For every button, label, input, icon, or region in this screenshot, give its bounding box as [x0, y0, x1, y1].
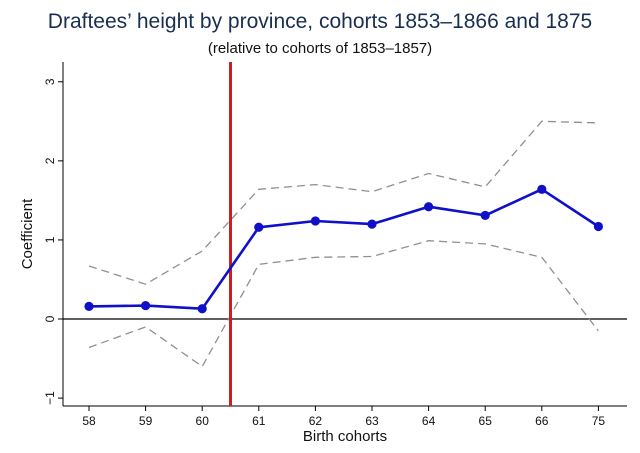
estimate-point-58 [84, 301, 94, 311]
y-tick-label: 0 [43, 315, 57, 322]
x-tick-label: 75 [592, 414, 606, 428]
x-tick-label: 66 [535, 414, 549, 428]
tick-labels: −1 0 1 2 3 58 59 60 61 62 63 64 65 66 75 [43, 78, 605, 428]
y-tick-label: 3 [43, 78, 57, 85]
y-axis-label: Coefficient [19, 198, 36, 269]
data-points [84, 184, 604, 314]
x-tick-label: 64 [422, 414, 436, 428]
x-tick-label: 61 [252, 414, 266, 428]
lower-ci-line [88, 240, 599, 368]
y-tick-label: 1 [43, 236, 57, 243]
estimate-point-66 [537, 184, 547, 194]
y-tick-label: −1 [43, 391, 57, 405]
x-tick-label: 60 [196, 414, 210, 428]
y-tick-label: 2 [43, 157, 57, 164]
estimate-point-59 [141, 300, 151, 311]
x-tick-label: 62 [309, 414, 323, 428]
x-axis-label: Birth cohorts [303, 428, 387, 445]
x-tick-label: 58 [82, 414, 96, 428]
estimate-point-64 [424, 202, 434, 212]
estimate-point-62 [310, 216, 320, 226]
estimate-point-60 [197, 304, 207, 314]
series-lines [63, 62, 627, 406]
axes [58, 62, 627, 411]
estimate-point-75 [593, 221, 604, 232]
upper-ci-line [88, 120, 599, 285]
chart-subtitle: (relative to cohorts of 1853–1857) [207, 40, 433, 57]
x-tick-label: 59 [139, 414, 153, 428]
estimate-point-61 [254, 222, 264, 232]
x-tick-label: 63 [365, 414, 379, 428]
estimate-point-63 [367, 219, 377, 229]
estimate-line [88, 188, 600, 311]
x-tick-label: 65 [479, 414, 493, 428]
estimate-point-65 [480, 210, 490, 221]
chart-title: Draftees’ height by province, cohorts 18… [47, 10, 593, 33]
